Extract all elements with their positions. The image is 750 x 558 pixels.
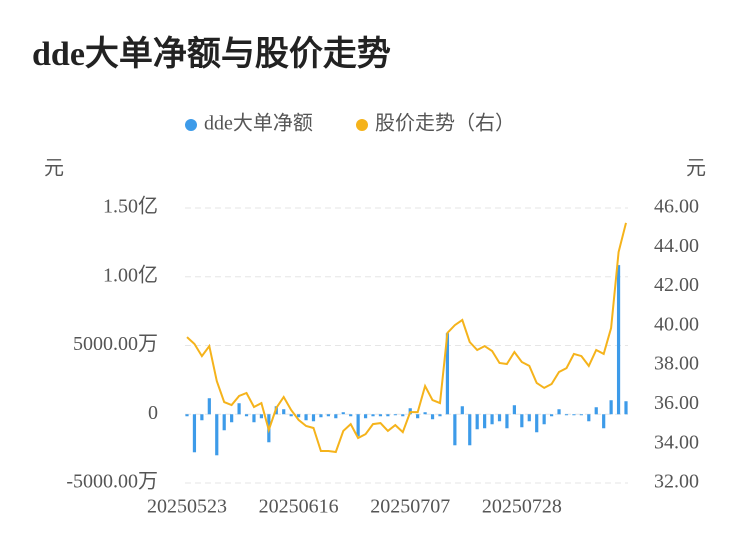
chart-title: dde大单净额与股价走势 — [32, 35, 391, 73]
bar — [475, 414, 479, 430]
y2-tick-label: 42.00 — [654, 274, 699, 296]
bar — [542, 414, 546, 425]
bar — [237, 403, 241, 415]
bar — [319, 414, 323, 418]
bar — [192, 414, 197, 453]
x-tick-label: 20250616 — [259, 496, 339, 518]
bar — [572, 414, 576, 416]
y2-tick-label: 32.00 — [654, 471, 699, 493]
bar — [386, 414, 390, 417]
bar — [564, 414, 569, 416]
y2-axis-label: 元 — [686, 158, 706, 180]
bar — [535, 414, 539, 433]
bar — [549, 414, 554, 417]
y2-tick-label: 46.00 — [654, 196, 699, 218]
y2-tick-label: 38.00 — [654, 353, 699, 375]
bar — [602, 414, 606, 429]
bar — [378, 414, 383, 417]
bar — [527, 414, 531, 422]
y-tick-label: -5000.00万 — [66, 471, 158, 493]
bar — [624, 401, 628, 415]
bar — [468, 414, 472, 446]
price-line — [186, 222, 627, 454]
bar — [594, 407, 598, 415]
bar — [505, 414, 509, 429]
bar — [393, 414, 397, 416]
bar — [423, 412, 427, 415]
x-tick-label: 20250523 — [147, 496, 227, 518]
bar — [609, 400, 613, 415]
y-tick-label: 1.50亿 — [103, 195, 158, 218]
bar — [520, 414, 524, 428]
bar — [185, 414, 189, 417]
bar — [326, 414, 330, 417]
bar — [207, 398, 211, 415]
bar — [587, 414, 591, 422]
bar — [371, 414, 375, 417]
y-axis-label: 元 — [44, 158, 64, 180]
bar — [460, 406, 464, 415]
legend-label: dde大单净额 — [204, 112, 313, 135]
bar — [363, 414, 368, 419]
bar — [349, 414, 353, 417]
bar — [230, 414, 234, 423]
y2-tick-label: 44.00 — [654, 235, 699, 257]
bar — [289, 414, 293, 417]
y-tick-label: 5000.00万 — [73, 333, 158, 355]
bar — [445, 333, 450, 415]
bar — [259, 414, 264, 419]
bar — [490, 414, 494, 425]
bar — [416, 414, 420, 419]
bar — [311, 414, 316, 422]
bar — [297, 414, 301, 418]
y-tick-label: 0 — [148, 402, 158, 424]
y2-tick-label: 36.00 — [654, 392, 699, 414]
x-tick-label: 20250728 — [482, 496, 562, 518]
bar — [430, 414, 435, 420]
bar — [334, 414, 338, 419]
bar — [401, 414, 405, 417]
y-tick-label: 1.00亿 — [103, 263, 158, 286]
bar — [244, 414, 249, 417]
bar — [200, 414, 204, 421]
bar — [453, 414, 457, 446]
bar — [438, 414, 442, 417]
x-tick-label: 20250707 — [370, 496, 450, 518]
bar — [579, 414, 583, 416]
legend-label: 股价走势（右） — [375, 112, 515, 135]
bar — [616, 265, 621, 415]
bar — [222, 414, 226, 431]
bar — [304, 414, 308, 421]
bar — [215, 414, 219, 456]
bar — [483, 414, 487, 429]
bar — [557, 409, 561, 415]
bar — [282, 409, 286, 415]
y2-tick-label: 40.00 — [654, 313, 699, 335]
bar — [512, 405, 516, 415]
bar — [356, 414, 360, 437]
legend-marker — [185, 119, 197, 131]
bar — [497, 414, 502, 422]
bar — [341, 412, 345, 415]
y2-tick-label: 34.00 — [654, 431, 699, 453]
bar — [252, 414, 256, 423]
legend-marker — [356, 119, 368, 131]
